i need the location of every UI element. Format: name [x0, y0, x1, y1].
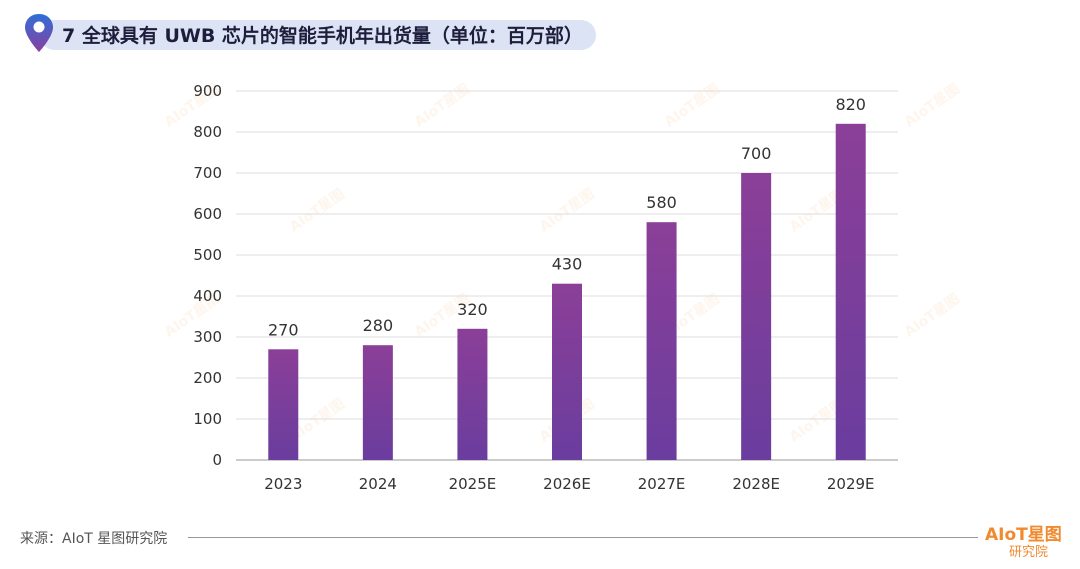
location-pin-icon	[25, 14, 53, 52]
bar-2028E	[741, 173, 772, 460]
y-tick-label: 800	[193, 123, 222, 141]
bar-2026E	[552, 283, 582, 460]
source-note: 来源：AIoT 星图研究院	[20, 531, 168, 547]
bar-chart: 0 100 200 300 400 500 600 700 800 900 270 280 320 43…	[193, 82, 898, 493]
bar-2025E	[457, 328, 488, 460]
bar-2027E	[646, 222, 677, 460]
y-tick-label: 400	[193, 287, 222, 305]
x-axis-ticks: 2023 2024 2025E 2026E 2027E 2028E 2029E	[264, 475, 874, 493]
brand-logo: AIoT星图 研究院	[985, 520, 1067, 560]
y-tick-label: 300	[193, 328, 222, 346]
bars	[268, 123, 866, 461]
data-label: 700	[741, 144, 772, 163]
x-tick-label: 2029E	[827, 475, 875, 493]
data-label: 270	[268, 320, 299, 339]
data-labels: 270 280 320 430 580 700 820	[268, 95, 866, 339]
x-tick-label: 2026E	[543, 475, 591, 493]
data-label: 580	[646, 193, 677, 212]
x-tick-label: 2024	[359, 475, 397, 493]
data-label: 280	[363, 316, 394, 335]
title-pill	[40, 20, 596, 50]
y-tick-label: 700	[193, 164, 222, 182]
page-title: 7 全球具有 UWB 芯片的智能手机年出货量（单位：百万部）	[62, 25, 583, 47]
y-tick-label: 600	[193, 205, 222, 223]
divider	[188, 537, 978, 538]
bar-2024	[362, 345, 393, 460]
logo-text: AIoT星图	[985, 525, 1062, 545]
y-axis-ticks: 0 100 200 300 400 500 600 700 800 900	[193, 82, 222, 469]
data-label: 430	[552, 255, 583, 274]
data-label: 320	[457, 300, 488, 319]
title-bar: 7 全球具有 UWB 芯片的智能手机年出货量（单位：百万部）	[22, 12, 597, 52]
x-tick-label: 2028E	[732, 475, 780, 493]
y-tick-label: 0	[212, 451, 222, 469]
y-tick-label: 500	[193, 246, 222, 264]
bar-2029E	[835, 123, 866, 461]
y-tick-label: 900	[193, 82, 222, 100]
logo-subtext: 研究院	[1009, 545, 1049, 560]
x-tick-label: 2023	[264, 475, 302, 493]
y-tick-label: 200	[193, 369, 222, 387]
x-tick-label: 2027E	[638, 475, 686, 493]
data-label: 820	[835, 95, 866, 114]
bar-2023	[268, 349, 299, 460]
y-tick-label: 100	[193, 410, 222, 428]
x-tick-label: 2025E	[449, 475, 497, 493]
